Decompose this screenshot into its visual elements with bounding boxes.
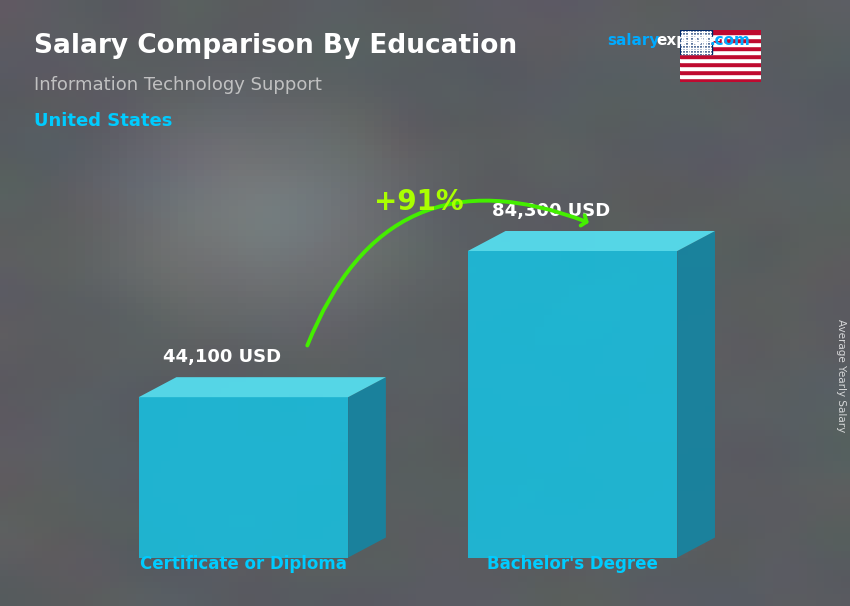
Bar (680, 30, 761, 35)
Text: .com: .com (710, 33, 751, 48)
Text: 44,100 USD: 44,100 USD (163, 348, 281, 366)
Bar (680, 30, 712, 54)
Text: 84,300 USD: 84,300 USD (492, 202, 611, 220)
Text: salary: salary (608, 33, 660, 48)
Text: United States: United States (34, 112, 173, 130)
Bar (680, 46, 761, 50)
Bar (680, 78, 761, 82)
Polygon shape (468, 231, 715, 251)
Bar (680, 50, 761, 54)
Text: Average Yearly Salary: Average Yearly Salary (836, 319, 846, 432)
Text: +91%: +91% (374, 188, 464, 216)
Bar (680, 62, 761, 66)
Bar (680, 58, 761, 62)
Polygon shape (677, 231, 715, 558)
Text: explorer: explorer (656, 33, 728, 48)
Text: Information Technology Support: Information Technology Support (34, 76, 322, 94)
Bar (680, 74, 761, 78)
Polygon shape (468, 251, 677, 558)
Polygon shape (348, 377, 386, 558)
Polygon shape (139, 377, 386, 397)
Bar (680, 70, 761, 74)
Text: Bachelor's Degree: Bachelor's Degree (487, 554, 658, 573)
Bar (680, 38, 761, 42)
Bar (680, 35, 761, 38)
Bar (680, 54, 761, 58)
Text: Certificate or Diploma: Certificate or Diploma (140, 554, 347, 573)
Bar (680, 66, 761, 70)
Polygon shape (139, 397, 348, 558)
Text: Salary Comparison By Education: Salary Comparison By Education (34, 33, 517, 59)
Bar (680, 42, 761, 46)
